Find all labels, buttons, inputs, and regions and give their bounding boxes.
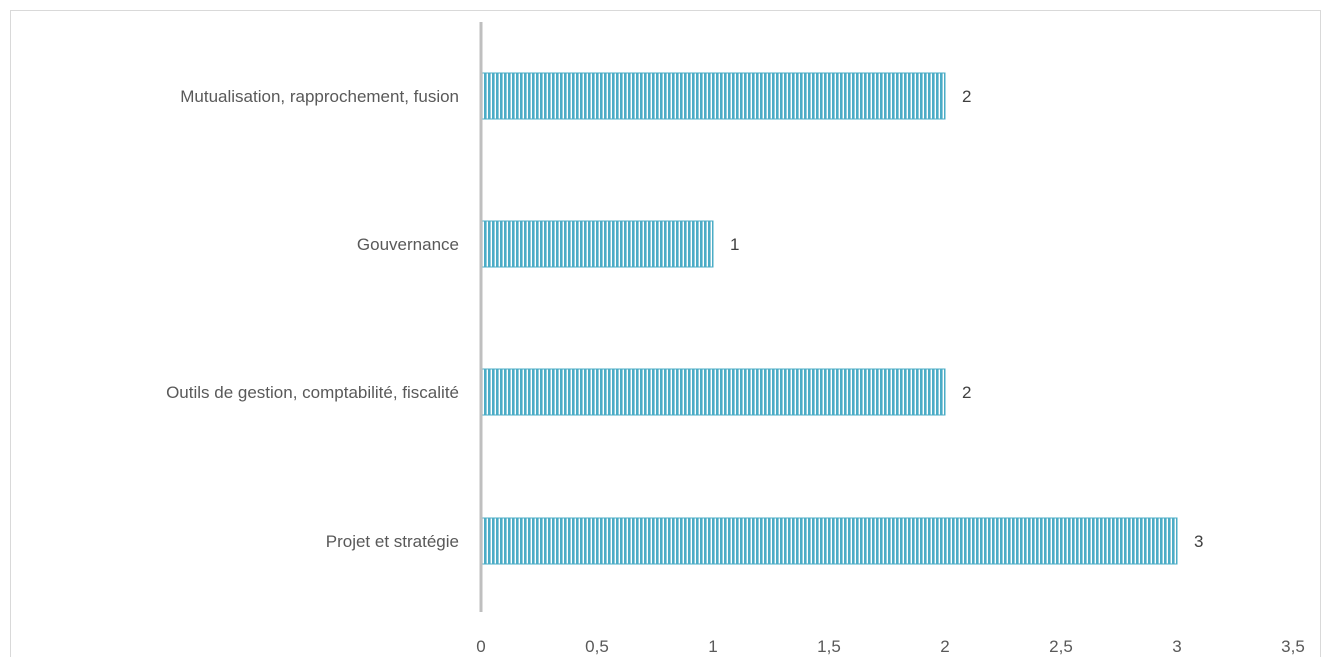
data-label-2: 2 — [962, 383, 971, 402]
x-tick-label-4: 2 — [940, 637, 949, 656]
x-axis-tick-labels: 0 0,5 1 1,5 2 2,5 3 3,5 — [476, 637, 1305, 656]
x-tick-label-0: 0 — [476, 637, 485, 656]
bar-2 — [480, 368, 946, 416]
x-tick-label-7: 3,5 — [1281, 637, 1305, 656]
x-tick-label-2: 1 — [708, 637, 717, 656]
chart-frame — [10, 10, 1321, 657]
x-tick-label-6: 3 — [1172, 637, 1181, 656]
bar-1 — [480, 220, 714, 268]
category-label-0: Mutualisation, rapprochement, fusion — [180, 87, 459, 106]
category-label-1: Gouvernance — [357, 235, 459, 254]
data-label-0: 2 — [962, 87, 971, 106]
x-tick-label-3: 1,5 — [817, 637, 841, 656]
data-label-3: 3 — [1194, 532, 1203, 551]
bars-group — [480, 72, 1178, 565]
category-label-3: Projet et stratégie — [326, 532, 459, 551]
data-labels: 2 1 2 3 — [730, 87, 1203, 551]
data-label-1: 1 — [730, 235, 739, 254]
bar-3 — [480, 517, 1178, 565]
category-labels: Mutualisation, rapprochement, fusion Gouv… — [166, 87, 459, 551]
bar-0 — [480, 72, 946, 120]
x-tick-label-5: 2,5 — [1049, 637, 1073, 656]
category-label-2: Outils de gestion, comptabilité, fiscali… — [166, 383, 459, 402]
x-tick-label-1: 0,5 — [585, 637, 609, 656]
